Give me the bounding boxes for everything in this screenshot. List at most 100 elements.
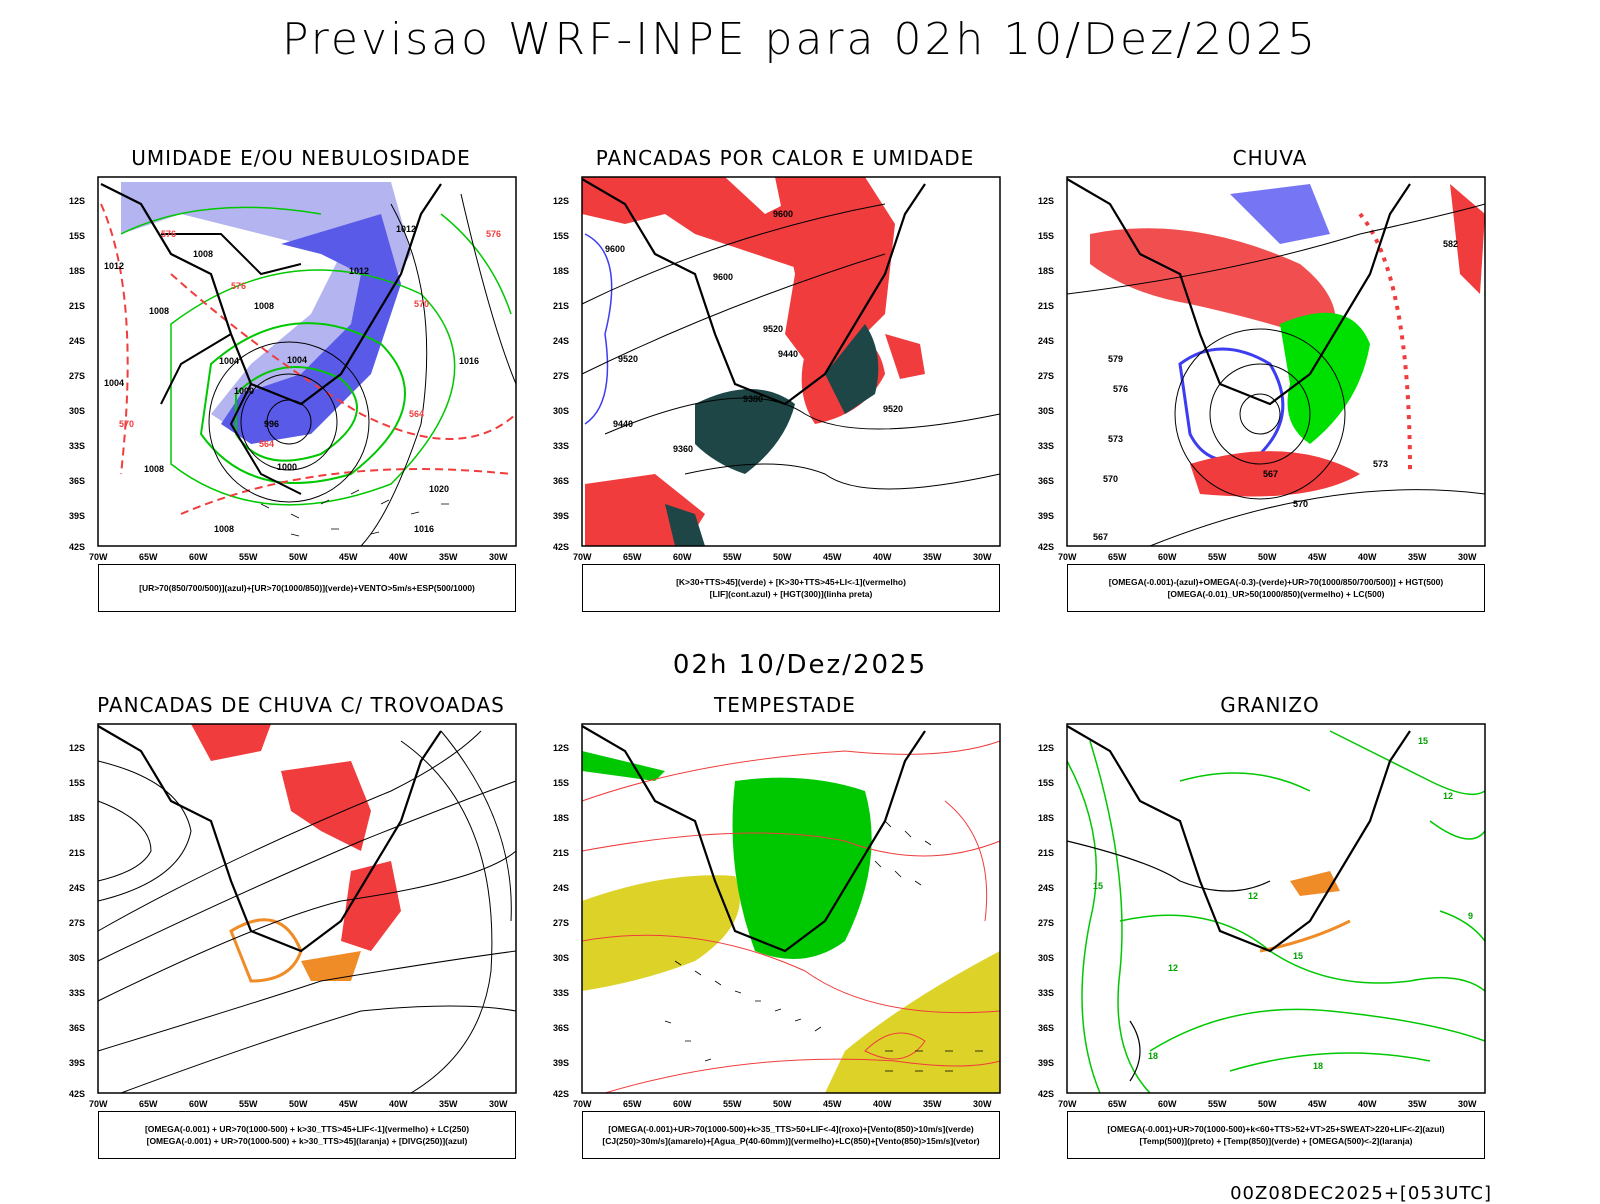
run-timestamp: 00Z08DEC2025+[053UTC] [1230,1183,1492,1204]
lat-tick: 21S [69,848,85,858]
contour-label: 1008 [254,301,274,311]
lon-tick: 45W [339,1099,358,1109]
lon-tick: 40W [389,1099,408,1109]
contour-label: 9520 [763,324,783,334]
contour-label: 1012 [396,224,416,234]
lon-tick: 60W [1158,552,1177,562]
panel-granizo: GRANIZO 12S 15S 18S 21S 24S 27S [1030,693,1510,1171]
lat-tick: 33S [1038,988,1054,998]
contour-label: 9440 [613,419,633,429]
map-umidade: 12S 15S 18S 21S 24S 27S 30S 33S 36S 39S … [69,176,517,562]
contour-label: 573 [1108,434,1123,444]
contour-label: 570 [414,299,429,309]
lon-tick: 60W [1158,1099,1177,1109]
lon-tick: 45W [339,552,358,562]
lat-tick: 12S [553,196,569,206]
lat-tick: 24S [1038,336,1054,346]
lat-tick: 21S [69,301,85,311]
lon-tick: 70W [1058,1099,1077,1109]
contour-label: 9520 [618,354,638,364]
lat-tick: 42S [553,1089,569,1099]
contour-label: 15 [1418,736,1428,746]
legend-line: [OMEGA(-0.001)-(azul)+OMEGA(-0.3)-(verde… [1108,577,1444,587]
contour-label: 9520 [883,404,903,414]
contour-label: 570 [1103,474,1118,484]
legend-box: [OMEGA(-0.001) + UR>70(1000-500) + k>30_… [98,1111,516,1159]
contour-label: 9380 [743,394,763,404]
lon-tick: 70W [1058,552,1077,562]
contour-label: 9360 [673,444,693,454]
lon-tick: 45W [823,1099,842,1109]
map-tempestade: 12S 15S 18S 21S 24S 27S 30S 33S 36S 39S … [553,723,1001,1109]
contour-label: 9440 [778,349,798,359]
panel-title: PANCADAS DE CHUVA C/ TROVOADAS [97,693,505,717]
contour-label: 9600 [605,244,625,254]
lat-tick: 18S [1038,813,1054,823]
lat-tick: 27S [553,918,569,928]
lon-tick: 40W [1358,552,1377,562]
contour-label: 12 [1443,791,1453,801]
contour-label: 18 [1313,1061,1323,1071]
lon-tick: 65W [1108,1099,1127,1109]
legend-box: [OMEGA(-0.001)+UR>70(1000-500)+k<60+TTS>… [1067,1111,1485,1159]
lat-tick: 33S [69,988,85,998]
contour-label: 1008 [144,464,164,474]
legend-box: [K>30+TTS>45](verde) + [K>30+TTS>45+LI<-… [582,564,1000,612]
lon-tick: 55W [723,552,742,562]
panel-chuva: CHUVA 12S 15S 18S 21S 24S 27S 30S 33S 36… [1030,146,1510,624]
contour-label: 15 [1093,881,1103,891]
lat-tick: 12S [553,743,569,753]
lat-tick: 30S [1038,406,1054,416]
contour-label: 570 [119,419,134,429]
lat-tick: 39S [1038,511,1054,521]
contour-label: 1008 [214,524,234,534]
lon-tick: 30W [973,552,992,562]
lat-tick: 12S [69,743,85,753]
mid-date: 02h 10/Dez/2025 [672,650,928,680]
legend-line: [OMEGA(-0.001)+UR>70(1000-500)+k<60+TTS>… [1107,1124,1445,1134]
legend-line: [OMEGA(-0.01)_UR>50(1000/850)(vermelho) … [1167,589,1385,599]
contour-label: 576 [1113,384,1128,394]
lat-tick: 12S [1038,196,1054,206]
lat-tick: 42S [69,542,85,552]
contour-label: 1008 [149,306,169,316]
contour-label: 567 [1263,469,1278,479]
contour-label: 9600 [713,272,733,282]
lon-tick: 35W [439,552,458,562]
lat-tick: 39S [553,1058,569,1068]
lat-tick: 21S [1038,848,1054,858]
lat-tick: 27S [553,371,569,381]
lat-tick: 15S [553,231,569,241]
lat-tick: 36S [69,1023,85,1033]
contour-label: 1004 [219,356,239,366]
legend-line: [LIF](cont.azul) + [HGT(300)](linha pret… [709,589,873,599]
lat-tick: 15S [1038,231,1054,241]
contour-label: 1000 [277,462,297,472]
lat-tick: 36S [69,476,85,486]
lon-tick: 50W [1258,552,1277,562]
lon-tick: 35W [439,1099,458,1109]
lat-tick: 39S [69,511,85,521]
lat-tick: 27S [1038,371,1054,381]
lon-tick: 65W [623,1099,642,1109]
legend-box: [OMEGA(-0.001)-(azul)+OMEGA(-0.3)-(verde… [1067,564,1485,612]
lon-tick: 30W [1458,552,1477,562]
lat-tick: 30S [1038,953,1054,963]
lon-tick: 45W [823,552,842,562]
legend-line: [K>30+TTS>45](verde) + [K>30+TTS>45+LI<-… [676,577,906,587]
legend-line: [UR>70(850/700/500)](azul)+[UR>70(1000/8… [139,583,475,593]
contour-label: 1008 [193,249,213,259]
lat-tick: 15S [1038,778,1054,788]
lon-tick: 35W [1408,552,1427,562]
lon-tick: 30W [489,1099,508,1109]
lon-tick: 40W [389,552,408,562]
lat-tick: 21S [553,301,569,311]
main-title: Previsao WRF-INPE para 02h 10/Dez/2025 [282,14,1318,65]
lat-tick: 39S [69,1058,85,1068]
lon-tick: 50W [773,552,792,562]
contour-label: 564 [409,409,424,419]
lat-tick: 24S [69,336,85,346]
lat-tick: 24S [553,336,569,346]
lon-tick: 50W [289,552,308,562]
map-granizo: 12S 15S 18S 21S 24S 27S 30S 33S 36S 39S … [1038,723,1486,1109]
